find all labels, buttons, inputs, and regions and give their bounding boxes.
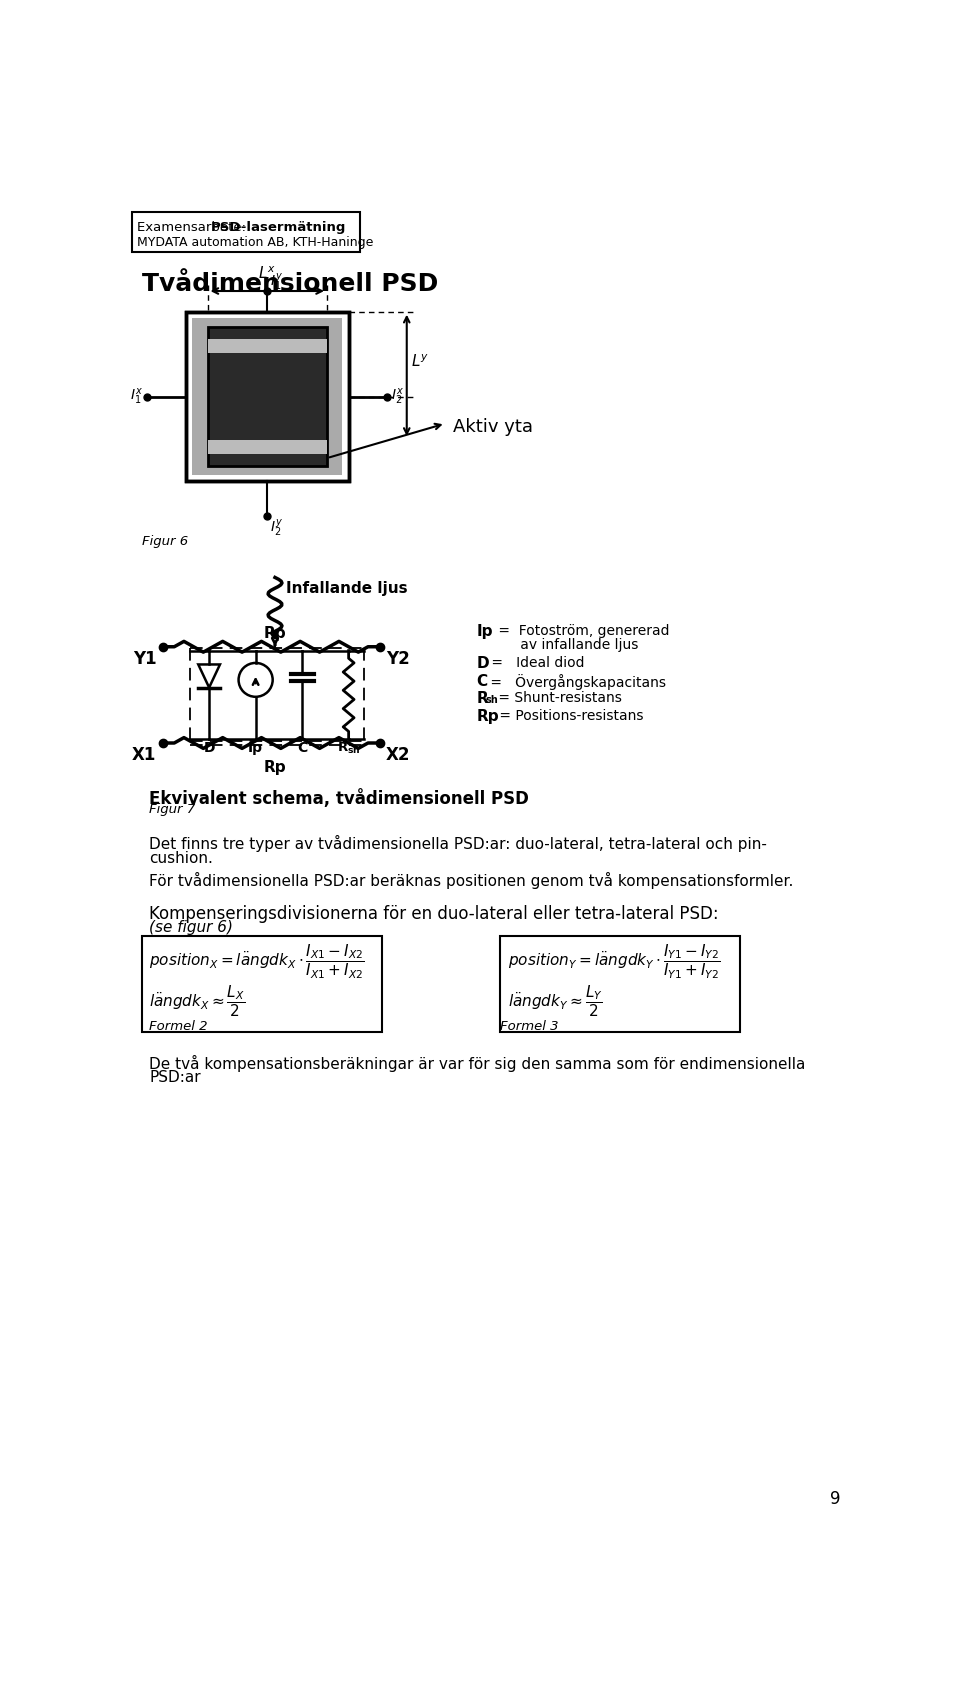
Text: $position_Y = l\ddot{a}ngdk_Y \cdot \dfrac{I_{Y1}-I_{Y2}}{I_{Y1}+I_{Y2}}$: $position_Y = l\ddot{a}ngdk_Y \cdot \dfr… (508, 944, 720, 981)
Text: X2: X2 (386, 746, 410, 763)
Bar (186, 311, 348, 481)
Text: Kompenseringsdivisionerna för en duo-lateral eller tetra-lateral PSD:: Kompenseringsdivisionerna för en duo-lat… (150, 904, 719, 923)
Text: R$_{\mathbf{sh}}$: R$_{\mathbf{sh}}$ (337, 741, 361, 757)
Text: Ekvivalent schema, tvådimensionell PSD: Ekvivalent schema, tvådimensionell PSD (150, 789, 529, 808)
Circle shape (239, 663, 273, 697)
Bar (186, 311, 348, 481)
Bar (207, 338, 327, 352)
Text: $I_1^x$: $I_1^x$ (131, 386, 143, 406)
Text: Rp: Rp (476, 709, 499, 724)
Text: Y2: Y2 (386, 649, 410, 668)
Text: Ip: Ip (248, 741, 263, 755)
Text: $I_2^x$: $I_2^x$ (392, 386, 404, 406)
Text: Aktiv yta: Aktiv yta (453, 418, 533, 437)
Bar (192, 318, 343, 474)
Text: = Shunt-resistans: = Shunt-resistans (493, 692, 621, 706)
Text: De två kompensationsberäkningar är var för sig den samma som för endimensionella: De två kompensationsberäkningar är var f… (150, 1054, 805, 1073)
Text: D: D (204, 741, 215, 755)
Text: R: R (476, 692, 489, 707)
Text: $L^x$: $L^x$ (258, 265, 276, 282)
Text: D: D (476, 656, 490, 672)
Text: $I_1^y$: $I_1^y$ (271, 272, 283, 292)
Text: PSD:ar: PSD:ar (150, 1071, 201, 1085)
FancyBboxPatch shape (132, 212, 360, 252)
Text: Det finns tre typer av tvådimensionella PSD:ar: duo-lateral, tetra-lateral och p: Det finns tre typer av tvådimensionella … (150, 835, 767, 852)
Text: $L^y$: $L^y$ (411, 354, 429, 371)
Text: cushion.: cushion. (150, 850, 213, 865)
Text: Y1: Y1 (132, 649, 156, 668)
Bar (500, 935, 740, 1032)
Text: $position_X = l\ddot{a}ngdk_X \cdot \dfrac{I_{X1}-I_{X2}}{I_{X1}+I_{X2}}$: $position_X = l\ddot{a}ngdk_X \cdot \dfr… (150, 944, 365, 981)
Text: av infallande ljus: av infallande ljus (493, 638, 638, 651)
Text: Infallande ljus: Infallande ljus (286, 580, 407, 595)
Text: X1: X1 (132, 746, 156, 763)
Bar (142, 935, 382, 1032)
Text: Tvådimensionell PSD: Tvådimensionell PSD (142, 272, 438, 296)
Text: Figur 6: Figur 6 (142, 536, 188, 547)
Text: Formel 2: Formel 2 (150, 1020, 208, 1034)
Text: Formel 3: Formel 3 (500, 1020, 559, 1034)
Text: $l\ddot{a}ngdk_X \approx \dfrac{L_X}{2}$: $l\ddot{a}ngdk_X \approx \dfrac{L_X}{2}$ (150, 983, 246, 1018)
Text: $l\ddot{a}ngdk_Y \approx \dfrac{L_Y}{2}$: $l\ddot{a}ngdk_Y \approx \dfrac{L_Y}{2}$ (508, 983, 602, 1018)
Text: sh: sh (485, 695, 498, 706)
Text: =  Fotoström, genererad: = Fotoström, genererad (493, 624, 669, 638)
Text: Examensarbete:: Examensarbete: (137, 221, 251, 235)
Text: (se figur 6): (se figur 6) (150, 920, 233, 935)
Text: =   Ideal diod: = Ideal diod (488, 656, 585, 670)
Text: $I_2^y$: $I_2^y$ (271, 517, 283, 539)
Bar (207, 440, 327, 454)
Text: För tvådimensionella PSD:ar beräknas positionen genom två kompensationsformler.: För tvådimensionella PSD:ar beräknas pos… (150, 872, 794, 889)
Text: Rp: Rp (264, 626, 286, 641)
Text: MYDATA automation AB, KTH-Haninge: MYDATA automation AB, KTH-Haninge (137, 236, 373, 250)
Text: Figur 7: Figur 7 (150, 802, 196, 816)
Text: C: C (476, 673, 488, 689)
Text: =   Övergångskapacitans: = Övergångskapacitans (486, 673, 666, 690)
Polygon shape (199, 665, 220, 687)
Text: = Positions-resistans: = Positions-resistans (495, 709, 643, 722)
Text: 9: 9 (830, 1489, 841, 1508)
Text: C: C (297, 741, 307, 755)
Text: Rp: Rp (264, 760, 286, 775)
Text: PSD-lasermätning: PSD-lasermätning (210, 221, 346, 235)
Bar (207, 326, 327, 466)
Text: Ip: Ip (476, 624, 493, 639)
